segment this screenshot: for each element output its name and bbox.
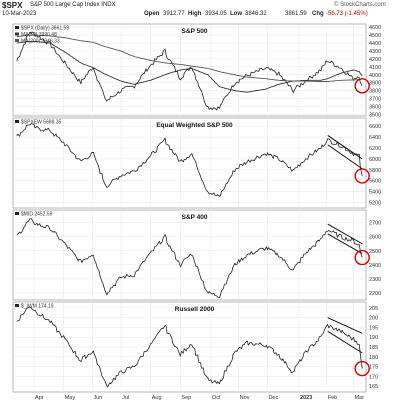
panel-title: Russell 2000 — [175, 306, 215, 313]
legend-entry: MA(50) 3990.48 — [21, 32, 57, 38]
highlight-circle — [354, 168, 370, 184]
panel-title: S&P 500 — [182, 28, 208, 35]
y-tick-label: 4100 — [369, 65, 381, 71]
chg-value: -56.73 (-1.45%) — [326, 11, 368, 17]
y-tick-label: 5400 — [369, 190, 381, 196]
y-tick-label: 5200 — [369, 201, 381, 207]
close-value: 3861.59 — [285, 11, 307, 17]
chart-date: 10-Mar-2023 — [2, 11, 37, 17]
y-tick-label: 2200 — [369, 291, 381, 297]
y-tick-label: 5800 — [369, 168, 381, 174]
y-tick-label: 3600 — [369, 104, 381, 110]
y-tick-label: 2500 — [369, 249, 381, 255]
y-tick-label: 4600 — [369, 25, 381, 31]
y-tick-label: 6600 — [369, 124, 381, 130]
x-tick-label: Aug — [152, 395, 162, 400]
legend-entry: $MID 2452.59 — [21, 212, 53, 218]
y-tick-label: 205 — [369, 306, 378, 312]
y-tick-label: 180 — [369, 355, 378, 361]
y-tick-label: 4400 — [369, 41, 381, 47]
panel-title: S&P 400 — [182, 214, 208, 221]
y-tick-label: 185 — [369, 345, 378, 351]
y-tick-label: 3700 — [369, 97, 381, 103]
x-tick-label: Mar — [355, 395, 365, 400]
x-tick-label: Apr — [35, 395, 44, 400]
x-tick-label: Nov — [240, 395, 250, 400]
highlight-circle — [354, 78, 370, 94]
y-tick-label: 175 — [369, 365, 378, 371]
x-tick-label: Feb — [328, 395, 337, 400]
chart-panel-4: 165 170 175 180 185 190 195 200 205 Russell 2000 $… — [12, 301, 378, 400]
y-tick-label: 2700 — [369, 221, 381, 227]
low-value: 3846.32 — [245, 11, 267, 17]
y-tick-label: 3500 — [369, 112, 381, 118]
chart-panel-2: 5200 5400 5600 5800 6000 6200 6400 6600 Equal We… — [12, 117, 381, 217]
x-tick-label: Dec — [268, 395, 278, 400]
trend-channel-line — [327, 223, 363, 245]
panel-frame — [12, 117, 367, 209]
trend-channel-line — [327, 233, 363, 255]
y-tick-label: 165 — [369, 384, 378, 390]
legend-swatch — [15, 304, 19, 307]
low-label: Low — [230, 11, 242, 17]
symbol-label: $SPX — [2, 1, 23, 10]
y-tick-label: 3900 — [369, 81, 381, 87]
index-description: S&P 500 Large Cap Index INDX — [30, 2, 116, 8]
trend-channel-line — [327, 135, 363, 160]
price-series-line — [16, 123, 363, 197]
stockcharts-brand: © StockCharts.com — [334, 2, 386, 8]
legend-entry: $_IWM 174.19 — [21, 304, 54, 310]
y-tick-label: 4500 — [369, 33, 381, 39]
trend-channel-line — [327, 317, 363, 334]
y-tick-label: 2400 — [369, 263, 381, 269]
y-tick-label: 5600 — [369, 179, 381, 185]
legend-entry: MA(200) 3946.33 — [21, 39, 60, 45]
x-tick-label: 2023 — [300, 395, 312, 400]
y-tick-label: 170 — [369, 374, 378, 380]
x-tick-label: Jul — [122, 395, 129, 400]
chg-label: Chg — [312, 11, 324, 17]
y-tick-label: 6400 — [369, 135, 381, 141]
legend-entry: $SPXEW 5688.35 — [21, 120, 62, 126]
price-series-line — [16, 306, 363, 388]
ma200-line — [16, 34, 363, 82]
legend-swatch — [15, 120, 19, 123]
panel-title: Equal Weighted S&P 500 — [156, 122, 233, 129]
y-tick-label: 2600 — [369, 235, 381, 241]
price-series-line — [16, 218, 363, 298]
x-tick-label: Oct — [212, 395, 221, 400]
legend-swatch — [15, 39, 19, 42]
legend-swatch — [15, 32, 19, 36]
open-value: 3912.77 — [163, 11, 185, 17]
y-tick-label: 190 — [369, 335, 378, 341]
y-tick-label: 6200 — [369, 146, 381, 152]
y-tick-label: 4300 — [369, 49, 381, 55]
y-tick-label: 2300 — [369, 277, 381, 283]
legend-swatch — [15, 26, 19, 29]
y-tick-label: 4200 — [369, 57, 381, 63]
chart-header: $SPX S&P 500 Large Cap Index INDX 10-Mar… — [0, 0, 400, 22]
chart-panel-3: 2200 2300 2400 2500 2600 2700 S&P 400 $MID 2452… — [12, 209, 381, 309]
x-tick-label: May — [65, 395, 76, 400]
y-tick-label: 6000 — [369, 157, 381, 163]
highlight-circle — [354, 249, 370, 266]
high-value: 3934.05 — [205, 11, 227, 17]
y-tick-label: 200 — [369, 316, 378, 322]
legend-swatch — [15, 212, 19, 215]
x-tick-label: Jun — [93, 395, 102, 400]
y-tick-label: 4000 — [369, 73, 381, 79]
y-tick-label: 3800 — [369, 89, 381, 95]
trend-channel-line — [327, 330, 363, 354]
highlight-circle — [354, 360, 370, 377]
legend-entry: $SPX (Daily) 3861.59 — [21, 26, 69, 32]
y-tick-label: 195 — [369, 325, 378, 331]
x-tick-label: Sep — [181, 395, 191, 400]
ma50-line — [16, 40, 363, 93]
open-label: Open — [144, 11, 160, 17]
trend-channel-line — [327, 144, 363, 170]
high-label: High — [188, 11, 202, 17]
